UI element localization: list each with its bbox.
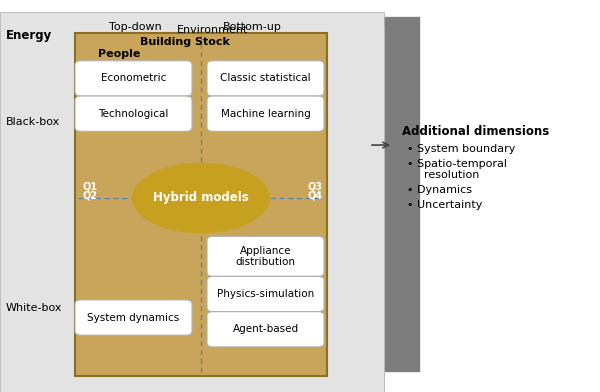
- Text: Physics-simulation: Physics-simulation: [217, 289, 314, 299]
- Text: Q2: Q2: [82, 191, 97, 201]
- Text: Machine learning: Machine learning: [221, 109, 310, 119]
- Text: Technological: Technological: [98, 109, 169, 119]
- FancyBboxPatch shape: [207, 96, 324, 131]
- Text: Classic statistical: Classic statistical: [220, 73, 311, 83]
- Text: • Uncertainty: • Uncertainty: [407, 200, 482, 210]
- Bar: [0, 12, 384, 392]
- Text: Energy: Energy: [6, 29, 52, 42]
- Text: Hybrid models: Hybrid models: [153, 191, 249, 205]
- Text: Top-down: Top-down: [109, 22, 161, 32]
- FancyBboxPatch shape: [75, 300, 192, 335]
- Text: Q3: Q3: [307, 181, 322, 191]
- Text: Q4: Q4: [307, 191, 322, 201]
- FancyBboxPatch shape: [207, 236, 324, 276]
- Bar: [171, 16, 420, 372]
- FancyBboxPatch shape: [207, 312, 324, 347]
- FancyBboxPatch shape: [75, 61, 192, 96]
- Text: Q1: Q1: [82, 181, 97, 191]
- Bar: [93, 37, 342, 380]
- Text: Additional dimensions: Additional dimensions: [402, 125, 549, 138]
- Text: • Spatio-temporal: • Spatio-temporal: [407, 159, 507, 169]
- Text: Environment: Environment: [177, 25, 248, 36]
- Bar: [135, 25, 384, 376]
- FancyBboxPatch shape: [207, 276, 324, 312]
- Text: Bottom-up: Bottom-up: [223, 22, 281, 32]
- Text: Appliance
distribution: Appliance distribution: [235, 245, 296, 267]
- Text: resolution: resolution: [417, 170, 479, 180]
- Text: • System boundary: • System boundary: [407, 144, 515, 154]
- Bar: [75, 33, 327, 376]
- Text: • Dynamics: • Dynamics: [407, 185, 472, 195]
- FancyBboxPatch shape: [75, 96, 192, 131]
- Text: White-box: White-box: [6, 303, 62, 313]
- FancyBboxPatch shape: [207, 61, 324, 96]
- Text: System dynamics: System dynamics: [88, 312, 179, 323]
- Text: Econometric: Econometric: [101, 73, 166, 83]
- Text: Agent-based: Agent-based: [232, 324, 299, 334]
- Text: People: People: [98, 49, 140, 59]
- Ellipse shape: [132, 163, 270, 233]
- Text: Building Stock: Building Stock: [140, 37, 230, 47]
- Text: Black-box: Black-box: [6, 116, 60, 127]
